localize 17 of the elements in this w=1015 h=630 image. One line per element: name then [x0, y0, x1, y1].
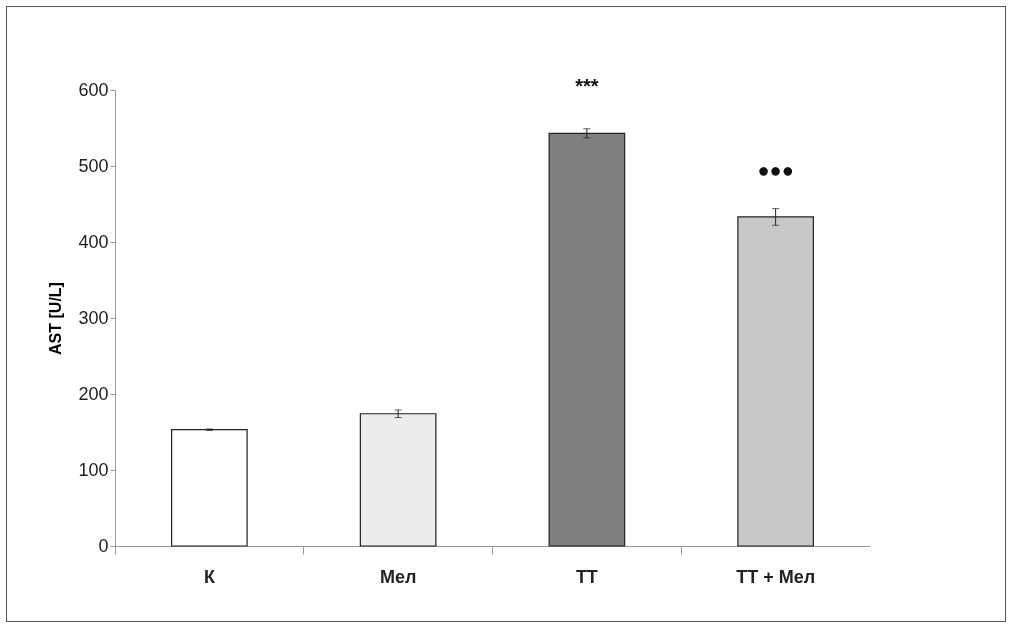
y-tick-label: 300	[78, 307, 109, 328]
y-axis-title: AST [U/L]	[47, 282, 65, 355]
bar	[359, 413, 437, 547]
y-tick-label: 600	[78, 79, 109, 100]
y-tick-label: 500	[78, 155, 109, 176]
y-tick-label: 400	[78, 231, 109, 252]
y-tick-label: 100	[78, 459, 109, 480]
x-tick-label: ТТ	[575, 566, 598, 587]
x-tick-label: ТТ + Мел	[736, 566, 816, 587]
annotation: ***	[575, 75, 599, 98]
y-tick-label: 200	[78, 383, 109, 404]
y-tick-label: 0	[98, 535, 109, 556]
annotation: ●●●	[757, 158, 794, 181]
x-tick-label: К	[203, 566, 216, 587]
x-tick-label: Мел	[379, 566, 417, 587]
bar	[548, 132, 626, 547]
bar	[171, 429, 248, 547]
